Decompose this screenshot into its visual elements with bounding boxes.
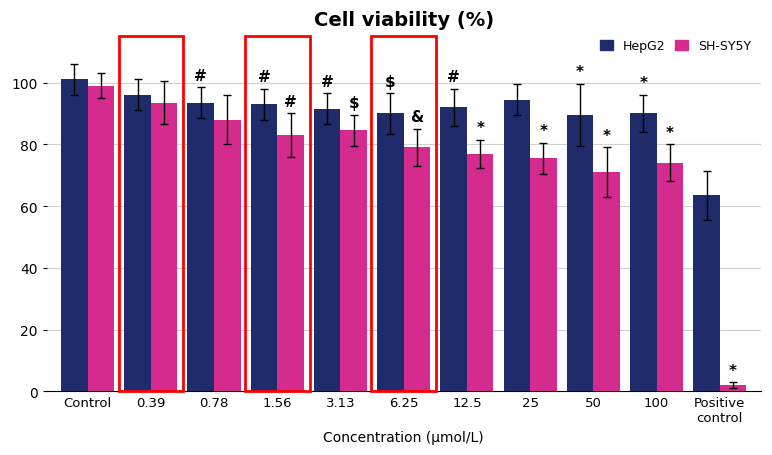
X-axis label: Concentration (μmol/L): Concentration (μmol/L) [323,430,484,444]
Text: *: * [540,124,547,139]
Bar [124,96,151,392]
Text: #: # [195,68,207,83]
Bar [277,136,304,392]
Title: Cell viability (%): Cell viability (%) [313,11,494,30]
Bar [251,105,277,392]
Text: *: * [576,66,584,80]
Text: *: * [476,121,484,136]
Bar [720,385,747,392]
Bar [87,86,114,392]
Bar [530,159,557,392]
Bar [61,80,87,392]
Text: &: & [411,110,424,125]
Bar [119,37,183,392]
Bar [314,110,340,392]
Bar [214,121,241,392]
Text: *: * [666,126,674,141]
Bar [378,114,404,392]
Bar [151,103,178,392]
Text: $: $ [385,75,396,90]
Bar [594,173,620,392]
Bar [656,163,683,392]
Bar [630,114,656,392]
Text: #: # [321,75,334,90]
Bar [503,101,530,392]
Text: *: * [639,76,647,91]
Bar [404,148,430,392]
Text: #: # [258,70,270,85]
Bar [188,103,214,392]
Text: $: $ [348,96,359,111]
Text: #: # [284,95,297,110]
Legend: HepG2, SH-SY5Y: HepG2, SH-SY5Y [597,36,755,57]
Bar [245,37,310,392]
Bar [340,131,367,392]
Bar [371,37,436,392]
Bar [467,154,493,392]
Bar [693,196,720,392]
Text: *: * [729,363,737,378]
Bar [567,116,594,392]
Bar [440,108,467,392]
Text: #: # [447,70,460,85]
Text: *: * [603,128,611,143]
